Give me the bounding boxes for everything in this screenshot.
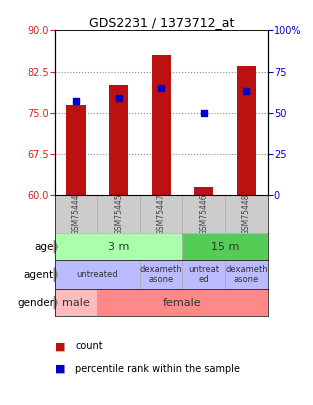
Text: GSM75445: GSM75445 (114, 194, 123, 235)
Text: ■: ■ (55, 341, 65, 351)
Bar (109, 85, 128, 195)
Bar (140, 195, 182, 233)
Text: 15 m: 15 m (211, 242, 239, 252)
Text: dexameth
asone: dexameth asone (140, 265, 182, 284)
Text: dexameth
asone: dexameth asone (225, 265, 268, 284)
Text: GSM75446: GSM75446 (199, 194, 208, 235)
Point (116, 95, 121, 101)
Bar (140, 260, 182, 290)
Text: percentile rank within the sample: percentile rank within the sample (75, 364, 240, 373)
Polygon shape (54, 296, 57, 309)
Bar (55, 233, 182, 260)
Text: male: male (62, 298, 90, 308)
Title: GDS2231 / 1373712_at: GDS2231 / 1373712_at (89, 16, 234, 29)
Text: GSM75447: GSM75447 (157, 194, 166, 235)
Polygon shape (54, 240, 57, 254)
Point (201, 110, 206, 116)
Bar (182, 233, 268, 260)
Bar (97, 290, 268, 316)
Text: agent: agent (24, 270, 54, 280)
Bar (151, 55, 171, 195)
Bar (55, 195, 97, 233)
Text: 3 m: 3 m (108, 242, 129, 252)
Bar (225, 195, 268, 233)
Point (159, 85, 164, 91)
Text: age: age (34, 242, 54, 252)
Bar (66, 104, 86, 195)
Text: female: female (163, 298, 202, 308)
Bar (55, 260, 140, 290)
Bar (225, 260, 268, 290)
Text: untreat
ed: untreat ed (188, 265, 219, 284)
Text: GSM75448: GSM75448 (242, 194, 251, 235)
Text: count: count (75, 341, 103, 351)
Text: ■: ■ (55, 364, 65, 373)
Text: untreated: untreated (77, 270, 118, 279)
Point (244, 88, 249, 95)
Text: gender: gender (17, 298, 54, 308)
Bar (237, 66, 256, 195)
Bar (194, 187, 213, 195)
Polygon shape (54, 267, 57, 282)
Bar (97, 195, 140, 233)
Bar (182, 260, 225, 290)
Text: GSM75444: GSM75444 (72, 194, 80, 235)
Point (74, 98, 79, 104)
Bar (182, 195, 225, 233)
Bar (55, 290, 97, 316)
